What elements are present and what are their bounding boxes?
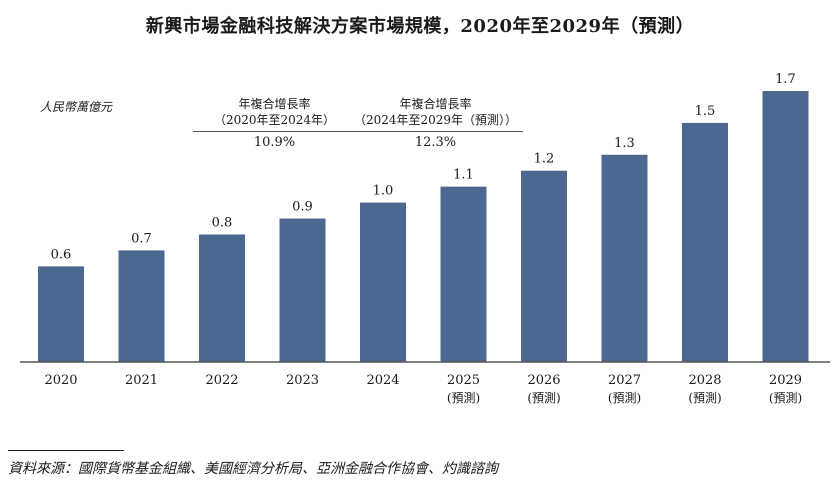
bar-value-label: 1.2 bbox=[534, 152, 555, 167]
source-rule bbox=[8, 450, 124, 451]
chart-title: 新興市場金融科技解決方案市場規模，2020年至2029年（預測） bbox=[145, 16, 695, 37]
x-tick-label: 2025 bbox=[447, 373, 480, 388]
bar bbox=[118, 250, 165, 362]
bar-value-label: 1.7 bbox=[775, 72, 796, 87]
bar bbox=[279, 218, 326, 362]
bar-chart-plot: 0.6 2020 0.7 2021 0.8 2022 0.9 2023 1.0 2024 1.1 20… bbox=[20, 72, 830, 405]
bar bbox=[38, 266, 84, 362]
x-tick-label: 2024 bbox=[366, 373, 399, 388]
cagr-block-2024-2029: 年複合增長率 （2024年至2029年（預測）） 12.3% bbox=[348, 96, 523, 151]
cagr-period: （2024年至2029年（預測）） bbox=[353, 113, 518, 127]
x-tick-forecast-label: (預測) bbox=[769, 391, 802, 405]
x-tick-label: 2023 bbox=[286, 373, 319, 388]
bar-value-label: 1.0 bbox=[373, 184, 394, 199]
x-tick-forecast-label: (預測) bbox=[688, 391, 721, 405]
cagr-period: （2020年至2024年） bbox=[213, 113, 336, 127]
x-tick-label: 2028 bbox=[688, 373, 721, 388]
cagr-rule bbox=[348, 131, 523, 132]
bar-value-label: 0.8 bbox=[212, 215, 233, 230]
x-tick-forecast-label: (預測) bbox=[527, 391, 560, 405]
bar-value-label: 1.1 bbox=[453, 168, 474, 183]
unit-label: 人民幣萬億元 bbox=[40, 100, 113, 114]
bar bbox=[440, 186, 487, 362]
x-tick-label: 2026 bbox=[527, 373, 560, 388]
bar-value-label: 0.9 bbox=[292, 200, 313, 215]
source-note: 資料來源：國際貨幣基金組織、美國經濟分析局、亞洲金融合作協會、灼識諮詢 bbox=[8, 461, 498, 477]
bar bbox=[601, 154, 648, 362]
cagr-block-2020-2024: 年複合增長率 （2020年至2024年） 10.9% bbox=[193, 96, 356, 151]
x-tick-label: 2022 bbox=[205, 373, 238, 388]
bar-value-label: 1.3 bbox=[614, 136, 635, 151]
bar bbox=[199, 234, 245, 362]
x-tick-label: 2020 bbox=[44, 373, 77, 388]
bar bbox=[682, 122, 728, 362]
x-tick-label: 2027 bbox=[608, 373, 641, 388]
x-tick-label: 2021 bbox=[125, 373, 158, 388]
cagr-value: 12.3% bbox=[414, 135, 457, 150]
bar bbox=[360, 202, 406, 362]
x-tick-forecast-label: (預測) bbox=[608, 391, 641, 405]
cagr-title: 年複合增長率 bbox=[399, 97, 472, 111]
cagr-rule bbox=[193, 131, 356, 132]
bar bbox=[762, 91, 809, 362]
cagr-value: 10.9% bbox=[253, 135, 296, 150]
bar-value-label: 0.7 bbox=[131, 231, 152, 246]
cagr-title: 年複合增長率 bbox=[238, 97, 311, 111]
x-tick-forecast-label: (預測) bbox=[447, 391, 480, 405]
bar-value-label: 0.6 bbox=[51, 247, 72, 262]
bar-value-label: 1.5 bbox=[695, 104, 716, 119]
x-tick-label: 2029 bbox=[769, 373, 802, 388]
bar bbox=[521, 170, 567, 362]
